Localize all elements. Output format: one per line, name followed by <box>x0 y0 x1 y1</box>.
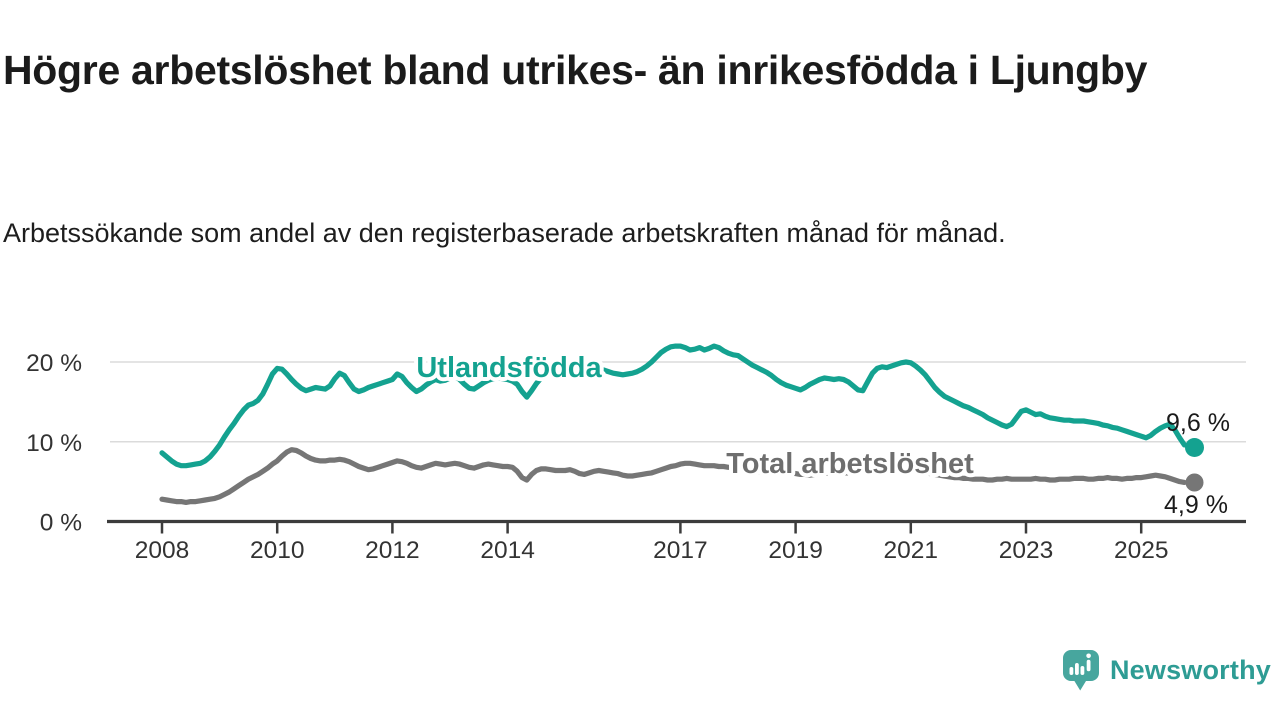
x-axis-tick-label: 2008 <box>135 537 190 564</box>
x-axis-tick-label: 2025 <box>1114 537 1169 564</box>
x-axis-tick-label: 2010 <box>250 537 305 564</box>
x-axis-tick-label: 2019 <box>768 537 823 564</box>
newsworthy-bubble-chart-icon <box>1062 650 1099 691</box>
x-axis-tick-label: 2014 <box>480 537 535 564</box>
series-line-utlandsf-dda <box>159 343 1188 469</box>
end-value-label: 4,9 % <box>1164 491 1228 519</box>
y-axis-tick-label: 20 % <box>26 350 82 377</box>
newsworthy-logo: Newsworthy <box>1062 649 1271 692</box>
series-line-total-arbetsl-shet <box>159 447 1188 505</box>
end-value-label: 9,6 % <box>1166 409 1230 437</box>
x-axis-tick-label: 2023 <box>999 537 1054 564</box>
x-axis-tick-label: 2021 <box>884 537 939 564</box>
series-label-utlandsfodda: Utlandsfödda <box>416 352 602 384</box>
y-axis-tick-label: 10 % <box>26 430 82 457</box>
chart-subtitle: Arbetssökande som andel av den registerb… <box>3 218 1006 248</box>
y-axis-tick-label: 0 % <box>40 510 82 537</box>
end-point-dot <box>1185 438 1204 457</box>
series-label-total-arbetsloshet: Total arbetslöshet <box>726 448 974 480</box>
x-axis-tick-label: 2012 <box>365 537 420 564</box>
end-point-dot <box>1185 473 1204 492</box>
page-title: Högre arbetslöshet bland utrikes- än inr… <box>3 47 1148 94</box>
brand-name: Newsworthy <box>1109 655 1271 685</box>
x-axis-tick-label: 2017 <box>653 537 708 564</box>
